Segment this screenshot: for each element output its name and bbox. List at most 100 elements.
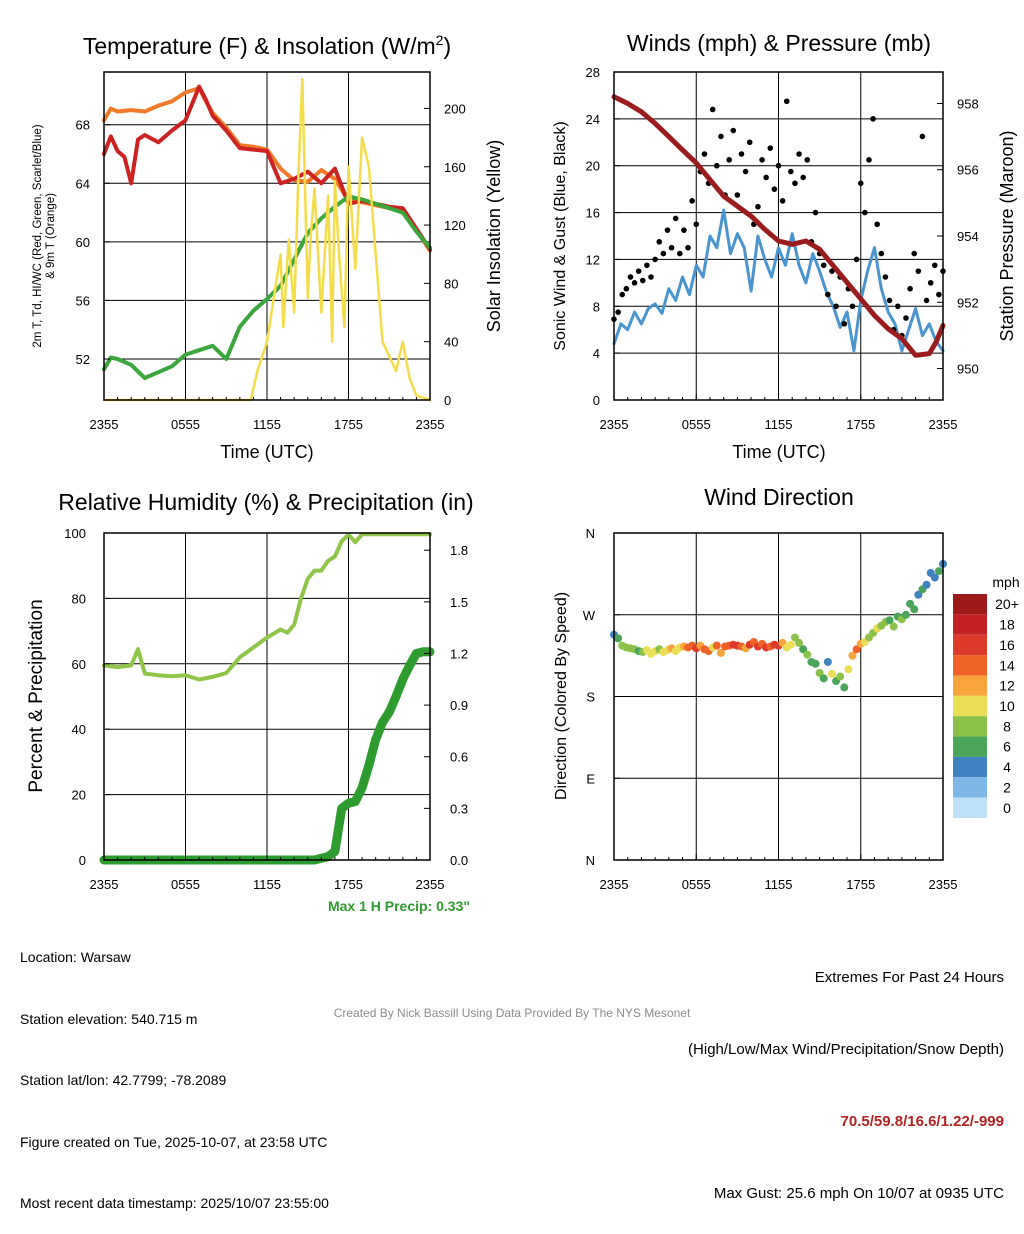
colorbar-label: 6: [1003, 739, 1011, 755]
dewpoint-line: [102, 194, 432, 380]
temperature-ylabel-line1: 2m T, Td, HI/WC (Red, Green, Scarlet/Blu…: [32, 124, 44, 347]
colorbar-swatch: [953, 736, 987, 757]
gust-point: [915, 268, 922, 274]
colorbar-swatch: [953, 756, 987, 778]
direction-point: [823, 657, 832, 666]
y-tick-label: N: [586, 526, 595, 541]
gust-point: [755, 203, 761, 210]
gust-point: [685, 244, 691, 251]
credit-line: Created By Nick Bassill Using Data Provi…: [333, 1006, 691, 1020]
humidity-panel: Relative Humidity (%) & Precipitation (i…: [26, 489, 474, 914]
figure-created: Figure created on Tue, 2025-10-07, at 23…: [20, 1133, 328, 1150]
direction-ticks: 2355 0555 1155 1755 2355 N E S W N: [583, 526, 958, 892]
x-tick-label: 1155: [765, 417, 793, 432]
direction-point: [790, 633, 799, 642]
extremes-title: Extremes For Past 24 Hours: [814, 969, 1004, 986]
max-gust: Max Gust: 25.6 mph On 10/07 at 0935 UTC: [713, 1185, 1004, 1202]
direction-grid: [614, 533, 943, 860]
colorbar-swatch: [953, 594, 987, 615]
gust-point: [734, 192, 741, 198]
direction-point: [852, 645, 861, 654]
colorbar-title: mph: [992, 574, 1019, 590]
gust-point: [878, 250, 885, 257]
gust-point: [820, 262, 827, 269]
y-tick-label: N: [586, 853, 595, 868]
y-tick-label: 16: [586, 206, 600, 221]
station-elevation: Station elevation: 540.715 m: [20, 1010, 198, 1027]
y-tick-label: 64: [76, 176, 90, 191]
y-tick-label: W: [583, 608, 596, 623]
colorbar-swatch: [953, 675, 987, 696]
gust-point: [635, 268, 642, 274]
gust-point: [792, 180, 798, 187]
temperature-series: [102, 78, 432, 402]
y2-tick-label: 160: [444, 160, 466, 175]
gust-point: [771, 186, 778, 192]
x-tick-label: 0555: [682, 877, 711, 892]
speed-colorbar: 20+ 18 16 14 12 10 8 6 4 2 0: [953, 594, 1019, 818]
gust-point: [759, 157, 765, 163]
gust-point: [857, 180, 864, 187]
direction-point: [840, 683, 849, 692]
y2-tick-label: 0: [444, 393, 451, 408]
direction-point: [795, 638, 804, 647]
gust-point: [660, 250, 667, 257]
gust-point: [783, 98, 790, 105]
meteogram-figure: Temperature (F) & Insolation (W/m2) 2355…: [26, 30, 1020, 914]
direction-point: [901, 610, 910, 619]
x-tick-label: 0555: [171, 877, 200, 892]
max-precip-note: Max 1 H Precip: 0.33": [328, 898, 470, 914]
y2-tick-label: 950: [957, 362, 979, 377]
y-tick-label: 52: [76, 352, 90, 367]
y2-tick-label: 952: [957, 295, 979, 310]
gust-point: [882, 274, 889, 280]
x-tick-label: 2355: [90, 417, 119, 432]
gust-point: [746, 139, 753, 146]
y2-tick-label: 0.6: [450, 750, 468, 765]
y-tick-label: 60: [76, 235, 90, 250]
direction-point: [811, 659, 820, 668]
gust-point: [742, 168, 749, 175]
direction-series: [610, 559, 947, 692]
gust-point: [627, 274, 634, 280]
extremes-values: 70.5/59.8/16.6/1.22/-999: [840, 1113, 1004, 1130]
y-tick-label: 0: [593, 393, 600, 408]
temperature-grid: [104, 72, 430, 400]
y-tick-label: 56: [76, 293, 90, 308]
gust-point: [775, 162, 782, 169]
gust-point: [849, 303, 856, 310]
gust-point: [619, 291, 626, 298]
y-tick-label: 80: [72, 591, 86, 606]
gust-point: [894, 303, 901, 310]
x-tick-label: 1755: [334, 417, 363, 432]
y-tick-label: 20: [72, 788, 86, 803]
gust-point: [656, 239, 663, 245]
station-location: Location: Warsaw: [20, 949, 131, 965]
colorbar-label: 14: [999, 657, 1015, 673]
direction-point: [803, 650, 812, 659]
y-tick-label: 28: [586, 65, 600, 80]
pressure-ylabel: Station Pressure (Maroon): [997, 130, 1017, 341]
y2-tick-label: 40: [444, 335, 458, 350]
colorbar-label: 0: [1003, 800, 1011, 816]
gust-point: [919, 133, 926, 140]
gust-point: [631, 280, 638, 286]
gust-point: [767, 145, 774, 151]
y-tick-label: 0: [79, 853, 86, 868]
colorbar-label: 8: [1003, 718, 1011, 734]
gust-point: [927, 280, 934, 286]
insolation-ylabel: Solar Insolation (Yellow): [484, 140, 504, 332]
gust-point: [639, 277, 646, 284]
gust-point: [788, 168, 794, 175]
humidity-title: Relative Humidity (%) & Precipitation (i…: [58, 489, 473, 515]
x-tick-label: 2355: [929, 417, 958, 432]
direction-point: [885, 616, 894, 625]
y2-tick-label: 958: [957, 96, 979, 111]
gust-point: [870, 116, 876, 122]
direction-point: [836, 672, 845, 681]
gust-point: [718, 133, 724, 140]
colorbar-swatch: [953, 797, 987, 818]
direction-point: [934, 567, 943, 576]
colorbar-label: 10: [999, 698, 1015, 714]
direction-point: [906, 599, 915, 608]
